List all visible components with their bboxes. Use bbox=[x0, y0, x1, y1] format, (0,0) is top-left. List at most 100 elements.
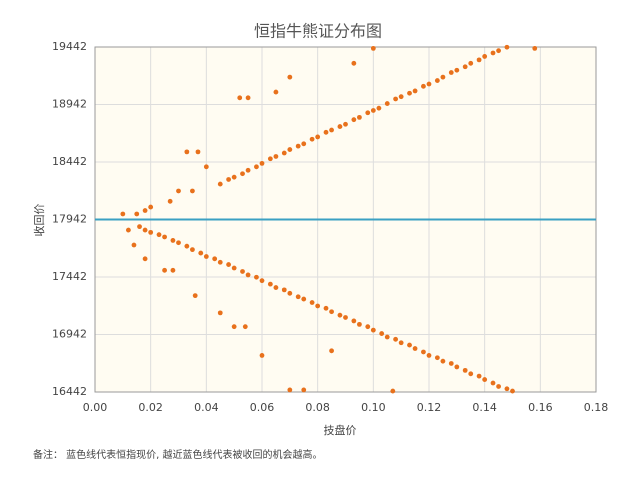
y-tick-label: 16442 bbox=[52, 385, 87, 398]
point bbox=[370, 108, 376, 113]
point bbox=[217, 310, 223, 316]
point bbox=[162, 267, 167, 273]
point bbox=[287, 74, 293, 80]
point bbox=[273, 154, 279, 159]
point bbox=[351, 60, 357, 66]
point bbox=[357, 321, 362, 327]
point bbox=[490, 380, 496, 386]
point bbox=[370, 327, 376, 333]
point bbox=[295, 143, 301, 149]
x-axis-label: 技盘价 bbox=[324, 423, 357, 437]
point bbox=[468, 371, 474, 377]
point bbox=[301, 387, 307, 393]
x-tick-label: 0.08 bbox=[305, 401, 330, 414]
point bbox=[448, 361, 454, 366]
point bbox=[504, 386, 510, 392]
point bbox=[384, 334, 390, 340]
point bbox=[365, 324, 371, 330]
point bbox=[440, 74, 446, 80]
point bbox=[426, 353, 432, 358]
y-tick-label: 16942 bbox=[52, 328, 87, 341]
point bbox=[273, 89, 279, 95]
point bbox=[192, 293, 198, 299]
point bbox=[329, 348, 334, 354]
point bbox=[351, 117, 357, 123]
point bbox=[454, 67, 460, 73]
y-tick-label: 18442 bbox=[52, 155, 87, 168]
point bbox=[476, 373, 482, 379]
point bbox=[329, 309, 334, 315]
point bbox=[393, 336, 398, 342]
x-tick-label: 0.18 bbox=[584, 401, 609, 414]
point bbox=[142, 227, 148, 233]
point bbox=[167, 198, 173, 204]
x-tick-label: 0.12 bbox=[417, 401, 442, 414]
point bbox=[504, 44, 510, 50]
point bbox=[131, 242, 137, 248]
x-tick-label: 0.06 bbox=[250, 401, 275, 414]
point bbox=[142, 256, 148, 262]
point bbox=[245, 95, 251, 101]
point bbox=[393, 96, 398, 102]
point bbox=[203, 164, 209, 170]
point bbox=[245, 167, 251, 173]
point bbox=[384, 101, 390, 106]
point bbox=[259, 278, 265, 284]
point bbox=[496, 384, 501, 389]
point bbox=[412, 88, 418, 94]
point bbox=[398, 94, 404, 100]
point bbox=[240, 269, 245, 274]
point bbox=[242, 324, 248, 330]
point bbox=[390, 388, 396, 394]
point bbox=[482, 377, 488, 382]
point bbox=[379, 331, 385, 336]
x-tick-label: 0.02 bbox=[138, 401, 163, 414]
point bbox=[301, 141, 307, 147]
point bbox=[120, 211, 126, 217]
point bbox=[184, 149, 190, 155]
point bbox=[421, 349, 426, 355]
point bbox=[245, 272, 251, 278]
point bbox=[226, 177, 232, 182]
point bbox=[240, 171, 245, 177]
y-tick-label: 17442 bbox=[52, 270, 87, 283]
point bbox=[315, 303, 321, 309]
point bbox=[412, 346, 418, 351]
point bbox=[267, 281, 273, 287]
point bbox=[142, 208, 148, 213]
point bbox=[259, 353, 265, 358]
point bbox=[212, 256, 218, 262]
point bbox=[454, 364, 460, 370]
point bbox=[468, 60, 474, 66]
point bbox=[301, 296, 307, 302]
point bbox=[281, 150, 287, 156]
point bbox=[407, 342, 412, 348]
point bbox=[148, 204, 154, 210]
point bbox=[273, 285, 279, 290]
point bbox=[323, 305, 329, 311]
point bbox=[476, 57, 482, 63]
point bbox=[148, 229, 154, 235]
point bbox=[510, 388, 515, 394]
point bbox=[434, 355, 440, 361]
point bbox=[170, 238, 176, 243]
chart-title: 恒指牛熊证分布图 bbox=[254, 22, 382, 41]
point bbox=[315, 134, 321, 140]
point bbox=[351, 318, 357, 324]
point bbox=[440, 358, 446, 364]
y-axis-label: 收回价 bbox=[32, 204, 46, 237]
point bbox=[323, 129, 329, 135]
point bbox=[156, 232, 162, 238]
point bbox=[237, 95, 243, 101]
point bbox=[532, 45, 538, 51]
point bbox=[421, 83, 426, 89]
point bbox=[407, 90, 412, 96]
point bbox=[496, 48, 501, 54]
point bbox=[309, 300, 315, 305]
point bbox=[170, 267, 176, 273]
point bbox=[190, 247, 195, 253]
point bbox=[184, 243, 190, 249]
point bbox=[231, 265, 237, 271]
